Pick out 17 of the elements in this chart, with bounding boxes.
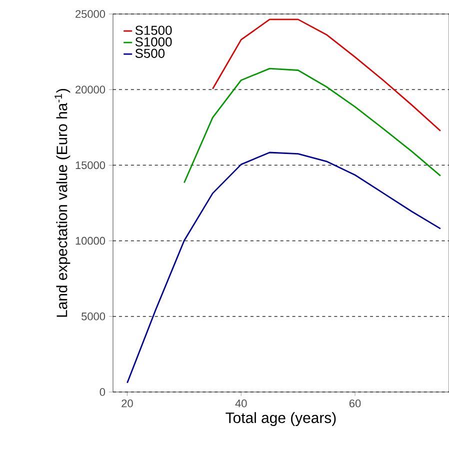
x-tick-label: 20	[122, 400, 133, 408]
y-tick-label: 10000	[76, 236, 106, 245]
y-axis-title: Land expectation value (Euro ha$^{-1}$)	[54, 88, 70, 317]
y-tick-label: 5000	[82, 312, 106, 320]
x-tick-label: 40	[235, 400, 247, 408]
legend-label: S1500	[135, 26, 172, 35]
y-tick-label: 0	[100, 388, 106, 396]
y-tick-label: 15000	[76, 161, 106, 170]
y-tick-label: 20000	[76, 86, 106, 94]
legend-label: S500	[135, 48, 165, 58]
line-series	[126, 152, 442, 384]
x-tick-label: 60	[350, 400, 361, 408]
legend-label: S1000	[135, 37, 172, 46]
line-series	[212, 18, 442, 132]
x-axis-title: Total age (years)	[226, 412, 336, 426]
y-tick-label: 25000	[76, 10, 106, 18]
line-series	[183, 68, 442, 184]
